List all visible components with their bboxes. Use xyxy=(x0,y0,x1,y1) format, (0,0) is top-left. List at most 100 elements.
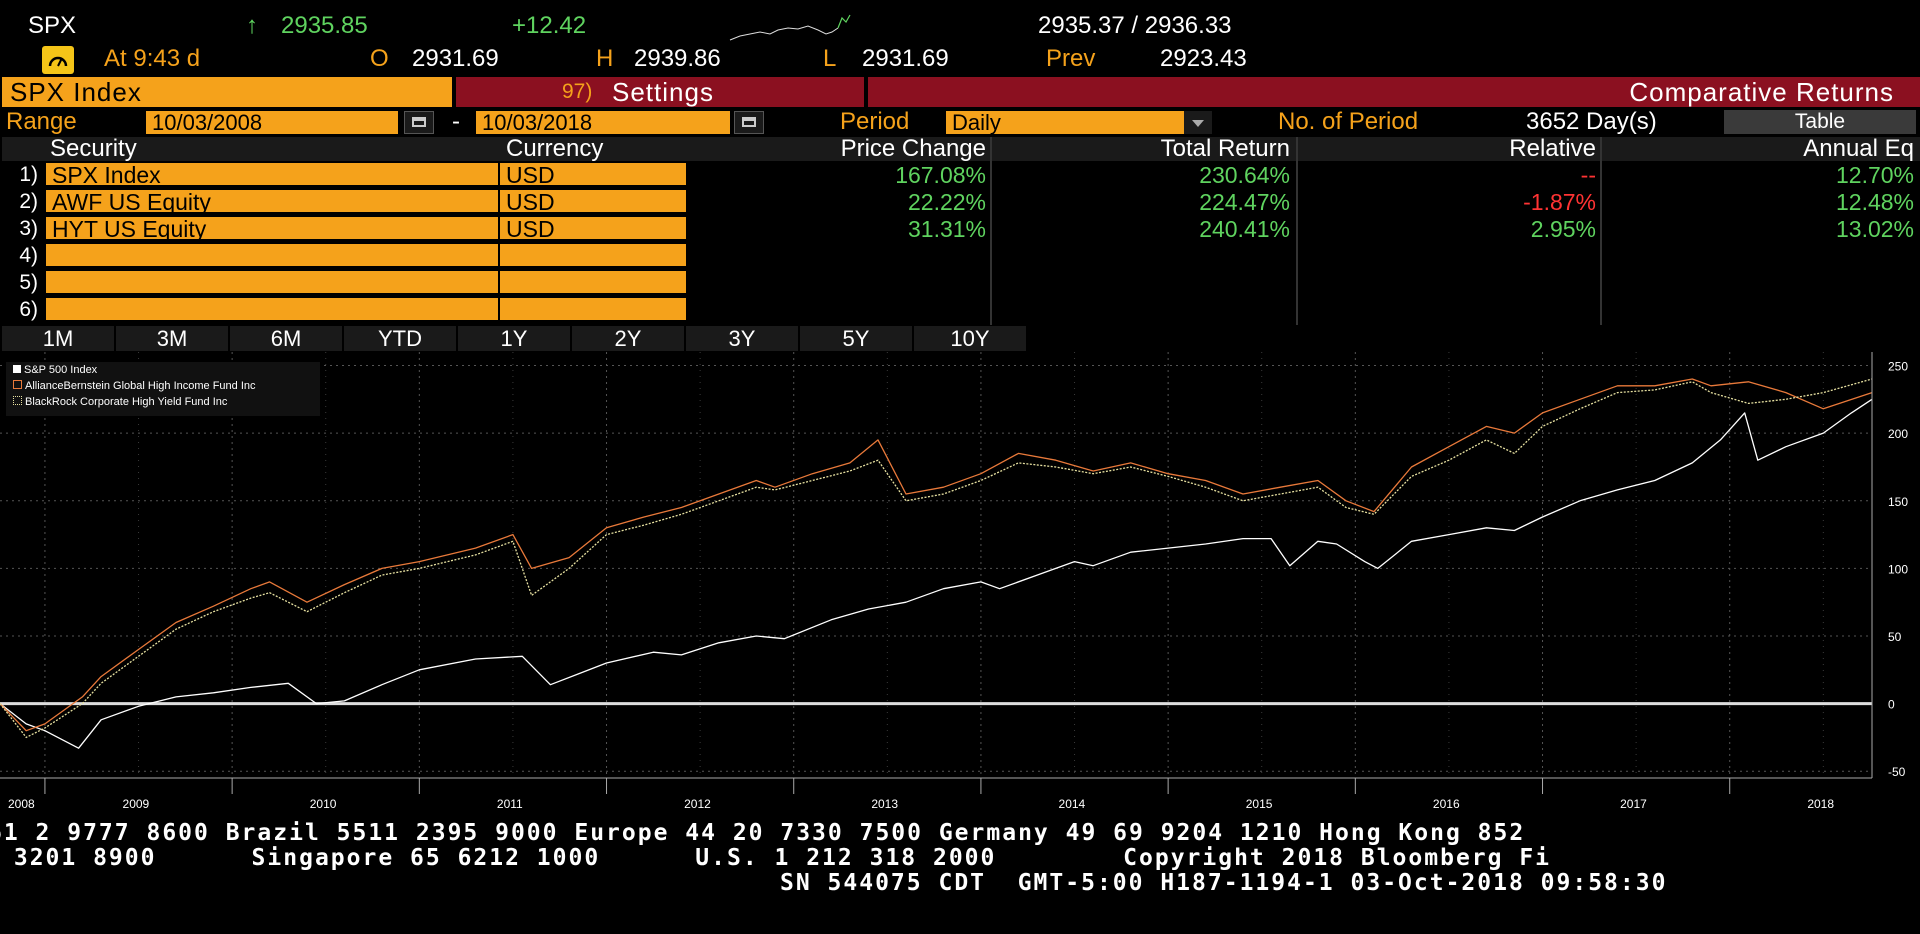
security-input[interactable]: HYT US Equity xyxy=(46,217,498,241)
cell-price-change: 167.08% xyxy=(895,162,986,188)
nperiod-value: 3652 Day(s) xyxy=(1526,108,1657,135)
period-select[interactable]: Daily xyxy=(946,111,1184,134)
series-line-3 xyxy=(0,378,1873,739)
cell-relative: 2.95% xyxy=(1530,216,1596,242)
end-date-input[interactable]: 10/03/2018 xyxy=(476,111,730,134)
cell-price-change xyxy=(690,271,990,295)
currency-input[interactable]: USD xyxy=(500,163,686,187)
row-number: 1) xyxy=(19,163,38,186)
legend-item-spx: S&P 500 Index xyxy=(13,364,97,376)
col-currency: Currency xyxy=(506,135,604,162)
security-input[interactable] xyxy=(46,244,498,268)
cell-relative xyxy=(1300,271,1600,295)
x-tick-label: 2016 xyxy=(1433,797,1460,811)
timeframe-button-10y[interactable]: 10Y xyxy=(914,326,1028,351)
cell-annual: 12.70% xyxy=(1835,162,1914,188)
security-input[interactable] xyxy=(46,298,498,322)
x-tick-label: 2010 xyxy=(310,797,337,811)
low-value: 2931.69 xyxy=(862,45,949,72)
currency-input[interactable]: USD xyxy=(500,190,686,214)
x-tick-label: 2017 xyxy=(1620,797,1647,811)
cell-total-return: 230.64% xyxy=(1199,162,1290,188)
cell-price-change xyxy=(690,298,990,322)
period-dropdown-button[interactable] xyxy=(1184,111,1212,134)
security-input[interactable]: AWF US Equity xyxy=(46,190,498,214)
chevron-down-icon xyxy=(1192,120,1204,127)
ticker: SPX xyxy=(28,12,77,39)
currency-input[interactable]: USD xyxy=(500,217,686,241)
currency-input[interactable] xyxy=(500,271,686,295)
x-tick-label: 2018 xyxy=(1807,797,1834,811)
sparkline xyxy=(729,14,851,41)
row-number: 3) xyxy=(19,217,38,240)
divider xyxy=(990,137,992,325)
x-tick-label: 2013 xyxy=(871,797,898,811)
security-field[interactable]: SPX Index xyxy=(2,77,452,107)
settings-number: 97) xyxy=(562,80,593,103)
timeframe-button-3m[interactable]: 3M xyxy=(116,326,230,351)
prev-label: Prev xyxy=(1046,45,1096,72)
cell-total-return xyxy=(994,271,1294,295)
start-date-input[interactable]: 10/03/2008 xyxy=(146,111,398,134)
row-number: 2) xyxy=(19,190,38,213)
x-tick-label: 2011 xyxy=(497,797,523,811)
y-tick-label: -50 xyxy=(1888,765,1906,779)
timeframe-button-ytd[interactable]: YTD xyxy=(344,326,458,351)
col-annual-eq: Annual Eq xyxy=(1803,135,1914,162)
cell-price-change: 31.31% xyxy=(907,216,986,242)
timeframe-button-6m[interactable]: 6M xyxy=(230,326,344,351)
footer-line-3: SN 544075 CDT GMT-5:00 H187-1194-1 03-Oc… xyxy=(780,870,1668,896)
start-calendar-icon[interactable] xyxy=(404,111,434,134)
cell-annual xyxy=(1604,244,1918,268)
security-field-text: SPX Index xyxy=(10,77,142,107)
cell-relative: -1.87% xyxy=(1523,189,1596,215)
currency-input[interactable] xyxy=(500,298,686,322)
currency-input[interactable] xyxy=(500,244,686,268)
open-value: 2931.69 xyxy=(412,45,499,72)
x-tick-label: 2014 xyxy=(1059,797,1086,811)
y-tick-label: 150 xyxy=(1888,495,1908,509)
series-line-1 xyxy=(0,398,1873,749)
function-title-bar: Comparative Returns xyxy=(868,77,1920,107)
cell-total-return: 240.41% xyxy=(1199,216,1290,242)
settings-button[interactable]: 97) Settings xyxy=(456,77,864,107)
cell-annual: 13.02% xyxy=(1835,216,1914,242)
col-total-return: Total Return xyxy=(1160,135,1290,162)
divider xyxy=(1296,137,1298,325)
row-number: 5) xyxy=(19,271,38,294)
cell-annual: 12.48% xyxy=(1835,189,1914,215)
footer-line-1: 61 2 9777 8600 Brazil 5511 2395 9000 Eur… xyxy=(0,820,1526,846)
prev-value: 2923.43 xyxy=(1160,45,1247,72)
range-label: Range xyxy=(6,108,77,135)
end-calendar-icon[interactable] xyxy=(734,111,764,134)
timeframe-button-3y[interactable]: 3Y xyxy=(686,326,800,351)
low-label: L xyxy=(823,45,837,72)
timeframe-button-1m[interactable]: 1M xyxy=(2,326,116,351)
range-dash: - xyxy=(452,108,460,135)
legend-swatch xyxy=(13,380,22,389)
speedometer-icon[interactable] xyxy=(42,46,74,74)
footer-line-2: 3201 8900 Singapore 65 6212 1000 U.S. 1 … xyxy=(0,845,1552,871)
table-button[interactable]: Table xyxy=(1724,110,1916,134)
comparative-returns-chart: 250 200 150 100 50 0 -50 2008 2009 2010 2011 2012 20… xyxy=(0,352,1908,811)
timeframe-button-2y[interactable]: 2Y xyxy=(572,326,686,351)
y-tick-label: 100 xyxy=(1888,562,1908,576)
cell-total-return: 224.47% xyxy=(1199,189,1290,215)
cell-relative xyxy=(1300,298,1600,322)
net-change: +12.42 xyxy=(512,12,587,39)
chart-legend: S&P 500 Index AllianceBernstein Global H… xyxy=(6,362,320,416)
open-label: O xyxy=(370,45,389,72)
timeframe-button-5y[interactable]: 5Y xyxy=(800,326,914,351)
nperiod-label: No. of Period xyxy=(1278,108,1419,135)
cell-price-change: 22.22% xyxy=(907,189,986,215)
x-tick-label: 2008 xyxy=(8,797,35,811)
period-label: Period xyxy=(840,108,910,135)
row-number: 4) xyxy=(19,244,38,267)
function-title: Comparative Returns xyxy=(1629,77,1894,107)
security-input[interactable]: SPX Index xyxy=(46,163,498,187)
high-value: 2939.86 xyxy=(634,45,721,72)
security-input[interactable] xyxy=(46,271,498,295)
timeframe-button-1y[interactable]: 1Y xyxy=(458,326,572,351)
y-tick-label: 0 xyxy=(1888,698,1895,712)
y-tick-label: 250 xyxy=(1888,360,1908,374)
